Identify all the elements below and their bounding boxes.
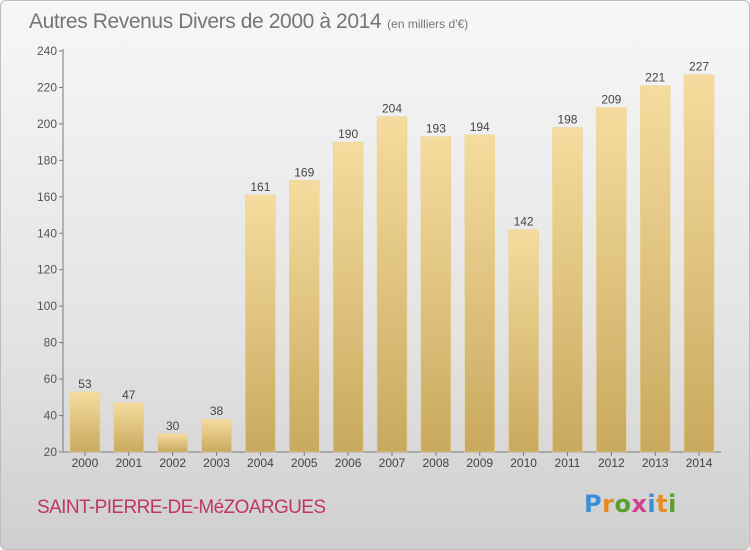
y-tick-label: 140 xyxy=(37,226,57,240)
bar xyxy=(683,74,715,453)
bar-value-label: 194 xyxy=(470,120,490,134)
bar-value-label: 204 xyxy=(382,102,402,116)
logo-letter: i xyxy=(647,490,657,518)
bar-value-label: 142 xyxy=(514,215,534,229)
bar-value-label: 193 xyxy=(426,122,446,136)
logo-letter: P xyxy=(584,490,603,518)
bar-value-label: 161 xyxy=(250,180,270,194)
x-tick-label: 2003 xyxy=(203,456,230,470)
bar xyxy=(332,141,364,453)
bar xyxy=(157,433,188,453)
logo-letter: t xyxy=(656,490,669,518)
bar-value-label: 30 xyxy=(166,419,180,433)
bar-value-label: 38 xyxy=(210,404,224,418)
bar-value-label: 198 xyxy=(557,113,577,127)
unit-label: (en milliers d'€) xyxy=(387,17,469,31)
bar xyxy=(420,136,452,453)
bar-value-label: 209 xyxy=(601,93,621,107)
y-tick-label: 60 xyxy=(44,372,58,386)
bar-value-label: 53 xyxy=(78,377,92,391)
y-tick-label: 180 xyxy=(37,153,57,167)
x-tick-label: 2000 xyxy=(72,456,99,470)
logo-letter: x xyxy=(631,490,648,518)
bar xyxy=(508,229,539,453)
x-tick-label: 2006 xyxy=(335,456,362,470)
bar xyxy=(464,134,495,453)
bar xyxy=(69,391,101,453)
x-tick-label: 2005 xyxy=(291,456,318,470)
logo-letter: i xyxy=(668,490,677,518)
bar xyxy=(552,127,583,453)
commune-name: SAINT-PIERRE-DE-MéZOARGUES xyxy=(37,497,326,518)
bar-value-label: 227 xyxy=(689,60,709,74)
bar-value-label: 221 xyxy=(645,71,665,85)
y-tick-label: 80 xyxy=(44,336,58,350)
bar xyxy=(639,85,671,453)
x-tick-label: 2002 xyxy=(159,456,186,470)
y-tick-label: 240 xyxy=(37,44,57,58)
x-tick-label: 2007 xyxy=(379,456,406,470)
bar xyxy=(201,418,232,453)
bar xyxy=(245,194,276,453)
x-tick-label: 2012 xyxy=(598,456,625,470)
bar xyxy=(113,402,145,453)
y-tick-label: 40 xyxy=(44,409,58,423)
x-tick-label: 2001 xyxy=(115,456,142,470)
x-tick-label: 2009 xyxy=(466,456,493,470)
x-tick-label: 2008 xyxy=(423,456,450,470)
y-tick-label: 220 xyxy=(37,80,57,94)
x-tick-label: 2010 xyxy=(510,456,537,470)
x-tick-label: 2013 xyxy=(642,456,669,470)
x-tick-label: 2014 xyxy=(686,456,713,470)
proxiti-logo: Proxiti xyxy=(584,490,677,518)
logo-letter: o xyxy=(614,490,632,518)
title-text: Autres Revenus Divers de 2000 à 2014 xyxy=(29,10,382,33)
chart-title: Autres Revenus Divers de 2000 à 2014 (en … xyxy=(29,10,468,34)
y-tick-label: 160 xyxy=(37,190,57,204)
x-tick-label: 2011 xyxy=(555,456,581,470)
bar-value-label: 190 xyxy=(338,127,358,141)
bar xyxy=(289,180,320,453)
y-tick-label: 100 xyxy=(37,299,57,313)
y-tick-label: 120 xyxy=(37,263,57,277)
y-tick-label: 20 xyxy=(44,445,58,459)
logo-letter: r xyxy=(602,490,615,518)
bar xyxy=(596,107,627,453)
bar-value-label: 169 xyxy=(294,165,314,179)
bar-value-label: 47 xyxy=(122,388,136,402)
x-tick-label: 2004 xyxy=(247,456,274,470)
bar xyxy=(376,116,408,453)
y-tick-label: 200 xyxy=(37,117,57,131)
